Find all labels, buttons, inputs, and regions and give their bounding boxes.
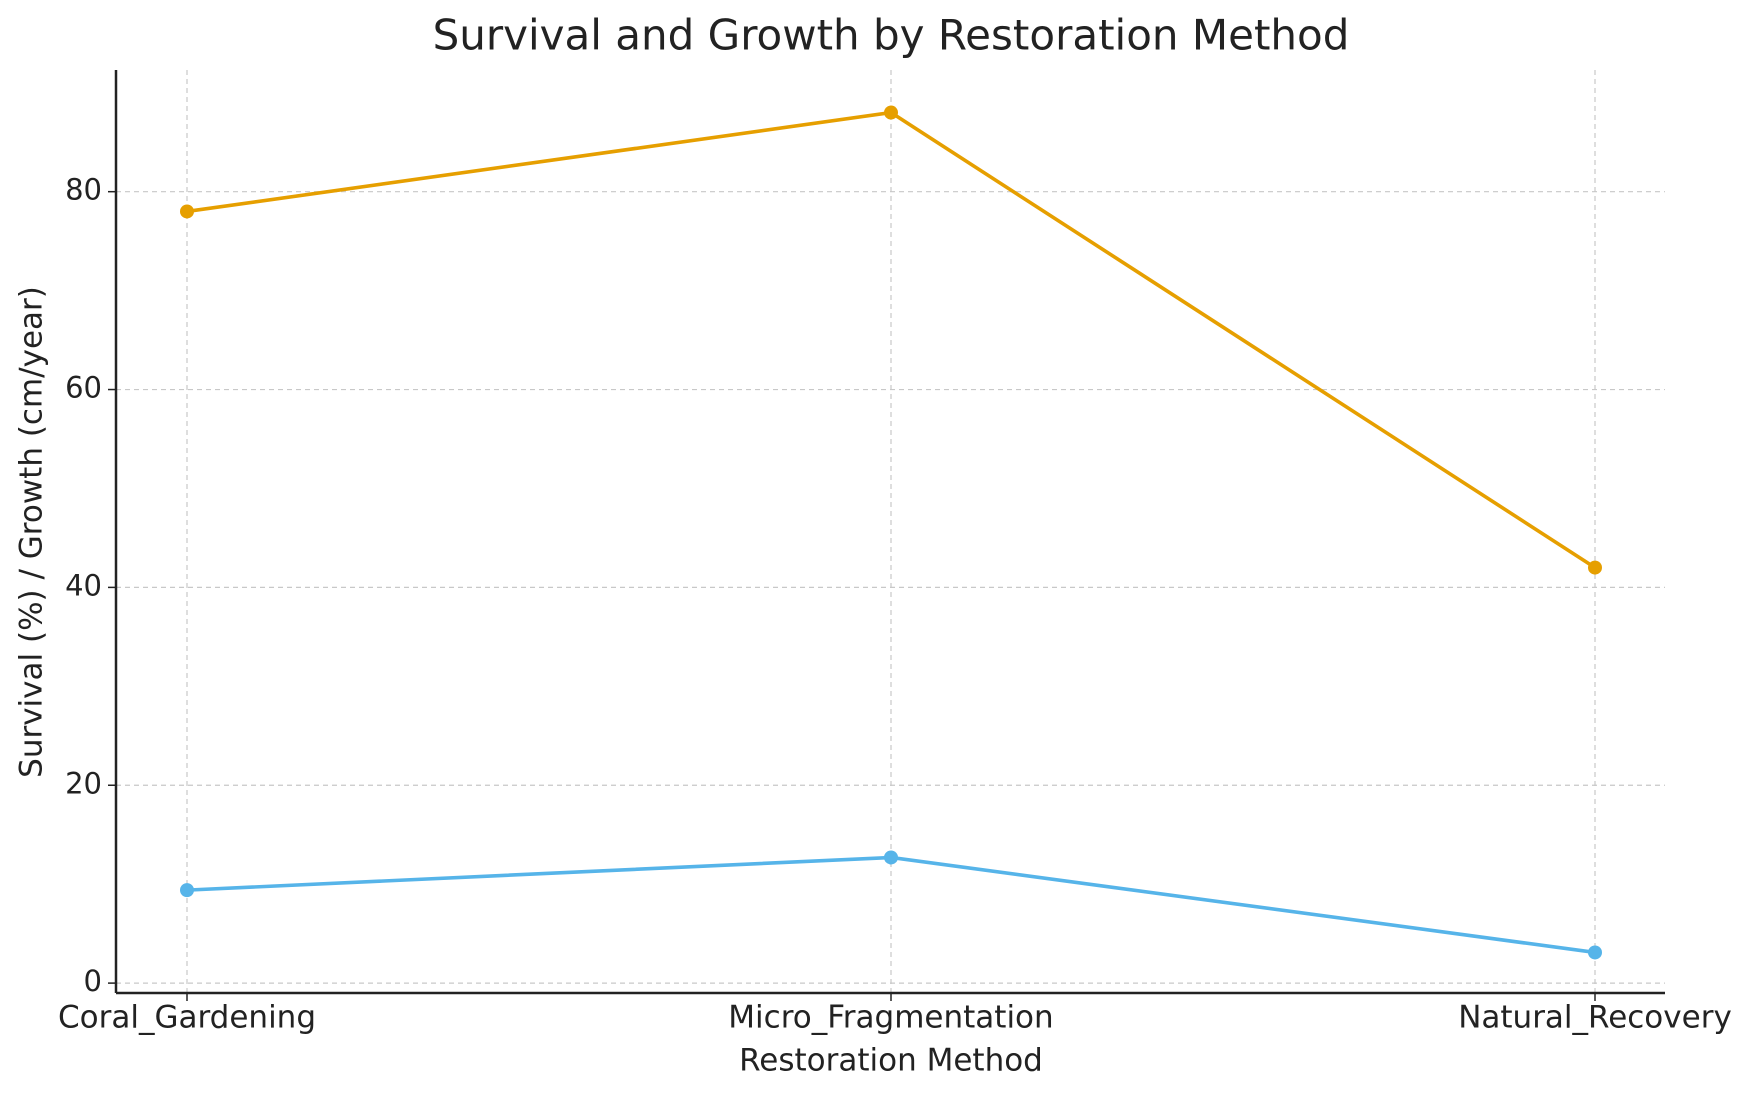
y-axis-label: Survival (%) / Growth (cm/year) — [14, 286, 50, 778]
data-point — [180, 883, 194, 898]
y-tick-label: 40 — [65, 568, 102, 602]
y-tick-label: 20 — [65, 766, 102, 800]
y-tick-label: 60 — [65, 371, 102, 405]
chart-title: Survival and Growth by Restoration Metho… — [433, 11, 1350, 60]
data-point — [1588, 945, 1602, 960]
data-point — [1588, 560, 1602, 575]
x-axis-label: Restoration Method — [739, 1043, 1043, 1079]
data-point — [180, 204, 194, 219]
y-tick-label: 80 — [65, 173, 102, 207]
y-tick-label: 0 — [84, 964, 102, 998]
data-point — [884, 850, 898, 865]
x-tick-label: Micro_Fragmentation — [728, 1000, 1053, 1036]
x-tick-label: Coral_Gardening — [58, 1000, 316, 1036]
data-point — [884, 105, 898, 120]
x-tick-label: Natural_Recovery — [1458, 1000, 1732, 1036]
